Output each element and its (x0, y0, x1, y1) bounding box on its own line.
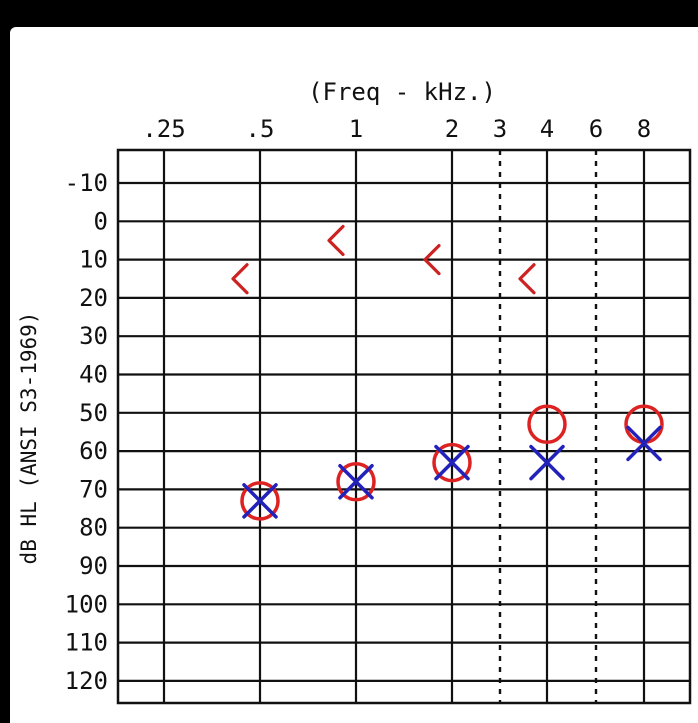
y-tick-labels: -10 0 10 20 30 40 50 60 70 80 90 100 110 120 (65, 169, 108, 695)
x-marker-stroke (626, 425, 662, 462)
y-tick-label: -10 (65, 169, 108, 197)
y-tick-label: 20 (79, 284, 108, 312)
y-tick-label: 110 (65, 629, 108, 657)
x-tick-label: .5 (246, 115, 275, 143)
grid (116, 148, 692, 705)
bone-conduction-bracket-marker (423, 244, 441, 276)
y-tick-label: 90 (79, 552, 108, 580)
y-tick-label: 40 (79, 361, 108, 389)
y-tick-label: 60 (79, 437, 108, 465)
x-axis-title: (Freq - kHz.) (308, 78, 496, 106)
left-ear-x-marker (242, 483, 278, 519)
x-marker-stroke (529, 444, 565, 481)
right-ear-circle-marker (336, 461, 376, 502)
right-ear-circle-marker (432, 442, 472, 483)
y-tick-label: 10 (79, 246, 108, 274)
left-ear-x-marker (529, 444, 565, 481)
y-tick-label: 0 (94, 207, 108, 235)
y-tick-label: 120 (65, 667, 108, 695)
y-tick-label: 100 (65, 590, 108, 618)
x-tick-label: 3 (493, 115, 507, 143)
y-tick-label: 70 (79, 475, 108, 503)
plot-frame (116, 148, 692, 705)
bone-conduction-bracket-marker (327, 224, 345, 257)
left-ear-x-marker (338, 463, 374, 500)
y-tick-label: 50 (79, 399, 108, 427)
right-ear-circle-marker (527, 404, 567, 445)
y-tick-label: 80 (79, 514, 108, 542)
left-ear-x-marker (626, 425, 662, 462)
x-marker-stroke (338, 463, 374, 500)
y-axis-title: dB HL (ANSI S3-1969) (17, 312, 41, 565)
x-tick-label: 6 (589, 115, 603, 143)
right-ear-circle-marker (240, 481, 280, 521)
x-tick-label: 8 (637, 115, 651, 143)
x-tick-label: 1 (349, 115, 363, 143)
x-tick-label: 4 (540, 115, 554, 143)
left-ear-x-marker (434, 444, 470, 481)
x-tick-label: .25 (142, 115, 185, 143)
x-tick-label: 2 (445, 115, 459, 143)
x-marker-stroke (434, 444, 470, 481)
bone-conduction-bracket-marker (518, 263, 536, 295)
y-tick-label: 30 (79, 322, 108, 350)
data-markers (231, 224, 664, 521)
x-marker-stroke (242, 483, 278, 519)
x-tick-labels: .25 .5 1 2 3 4 6 8 (142, 115, 651, 143)
bone-conduction-bracket-marker (231, 263, 249, 295)
